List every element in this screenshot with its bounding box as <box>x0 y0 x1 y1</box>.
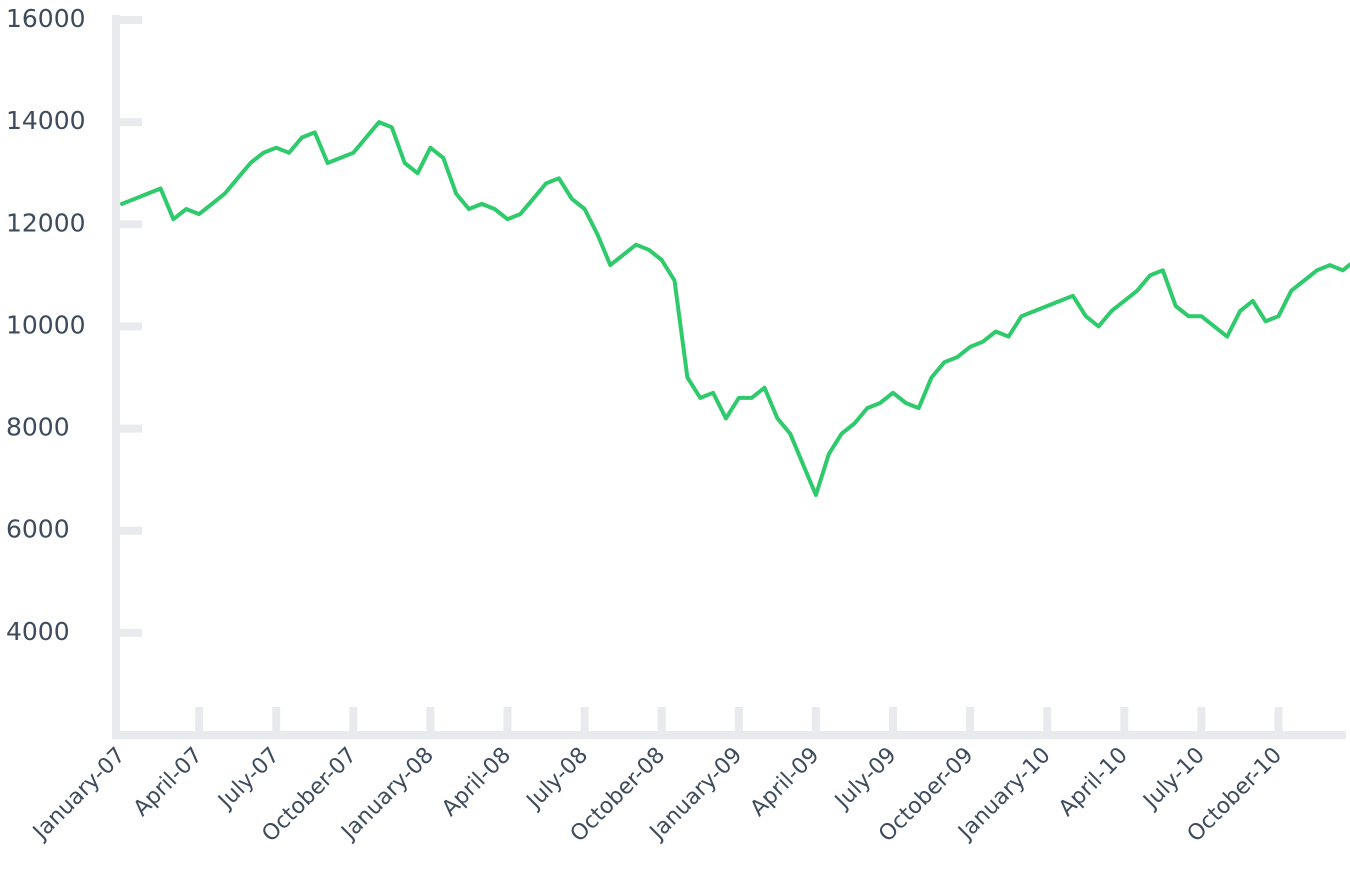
y-tick <box>116 118 142 127</box>
x-tick-label: April-08 <box>437 743 516 822</box>
x-tick <box>503 707 512 735</box>
x-tick <box>811 707 820 735</box>
y-tick-label: 6000 <box>6 515 70 544</box>
y-tick-label: 4000 <box>6 617 70 646</box>
line <box>120 120 1350 497</box>
x-tick <box>1043 707 1052 735</box>
y-tick-label: 10000 <box>6 310 86 339</box>
x-tick-label: July-07 <box>212 743 284 815</box>
x-tick <box>734 707 743 735</box>
x-tick <box>657 707 666 735</box>
x-tick <box>195 707 204 735</box>
x-tick-label: April-07 <box>129 743 208 822</box>
y-tick <box>116 16 142 24</box>
x-tick-label: January-07 <box>27 743 130 846</box>
y-axis <box>112 15 120 739</box>
y-tick <box>116 322 142 331</box>
y-tick-label: 16000 <box>6 4 86 33</box>
x-tick <box>889 707 897 735</box>
x-tick <box>580 707 589 735</box>
x-tick <box>349 707 358 735</box>
x-tick <box>1197 707 1206 735</box>
x-tick-label: July-10 <box>1138 743 1210 815</box>
y-tick-label: 12000 <box>6 208 86 237</box>
x-tick-label: April-09 <box>746 743 825 822</box>
x-tick-label: July-08 <box>521 743 593 815</box>
y-tick <box>116 526 142 535</box>
y-tick <box>116 424 142 433</box>
x-axis <box>112 731 1346 739</box>
y-tick-label: 8000 <box>6 413 70 442</box>
x-tick <box>272 707 281 735</box>
x-tick <box>426 707 435 735</box>
y-tick-label: 14000 <box>6 106 86 135</box>
x-tick <box>1274 707 1283 735</box>
x-tick-label: April-10 <box>1054 743 1133 822</box>
x-tick <box>966 707 975 735</box>
y-tick <box>116 220 142 229</box>
x-tick <box>1120 707 1129 735</box>
y-tick <box>116 628 142 637</box>
x-tick-label: July-09 <box>829 743 901 815</box>
